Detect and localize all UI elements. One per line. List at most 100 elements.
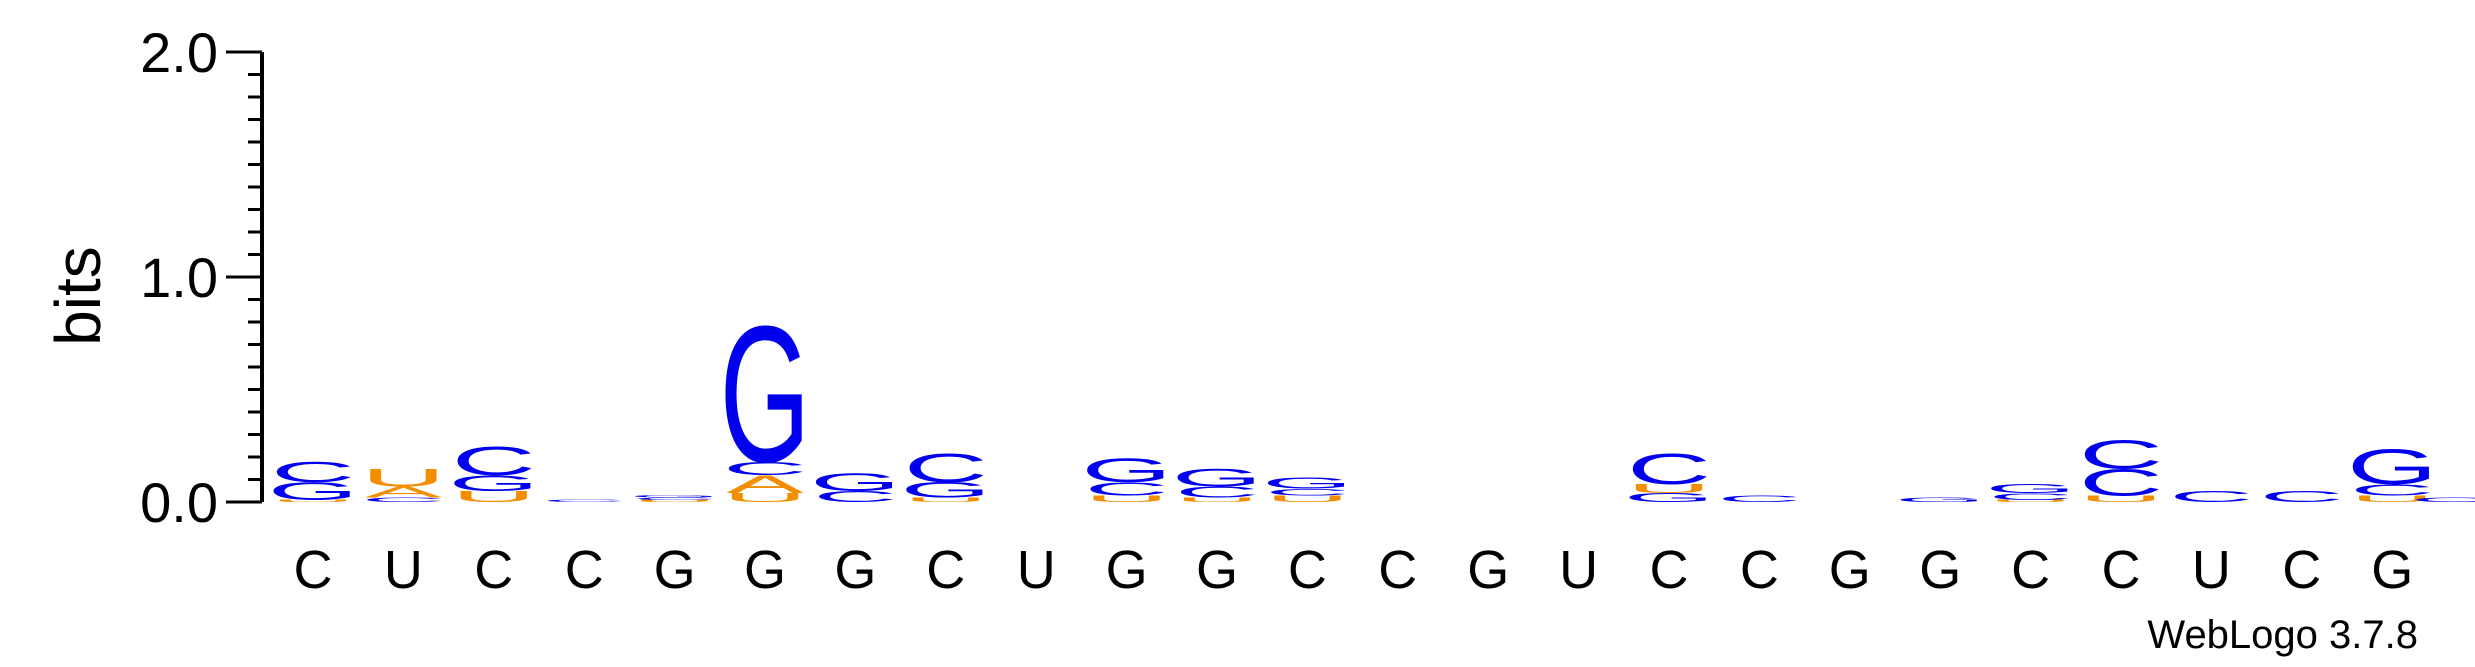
position-stack-10: UCG (1081, 451, 1172, 504)
position-stack-4: C (542, 499, 626, 502)
position-stack-17: C (1717, 493, 1801, 504)
logo-letter-G: G (1172, 464, 1263, 492)
logo-letter-U: U (1265, 493, 1349, 504)
position-stack-5: UCG (629, 495, 720, 503)
x-tick-label-9: U (1017, 540, 1056, 600)
logo-letter-C: C (723, 458, 807, 479)
logo-letter-U: U (2350, 493, 2434, 504)
logo-letter-G: G (900, 478, 991, 503)
position-stack-12: UCG (1262, 474, 1353, 504)
x-tick-label-18: G (1829, 540, 1871, 600)
logo-letter-C: C (2169, 488, 2253, 506)
overflow-stack: C (2410, 496, 2475, 503)
logo-letter-C: C (271, 456, 355, 488)
position-stack-3: UGC (448, 438, 539, 505)
logo-letter-C: C (813, 488, 897, 506)
x-tick-label-11: G (1196, 540, 1238, 600)
position-stack-11: UCG (1172, 464, 1263, 504)
y-tick-label: 2.0 (140, 21, 218, 84)
logo-letter-G: G (1895, 496, 1986, 503)
x-tick-label-12: C (1288, 540, 1327, 600)
x-tick-label-1: C (294, 540, 333, 600)
position-stack-24: UCG (2347, 439, 2438, 504)
logo-letter-C: C (1175, 483, 1259, 501)
x-tick-label-5: G (654, 540, 696, 600)
logo-letter-A: A (726, 470, 805, 498)
x-tick-label-16: C (1650, 540, 1689, 600)
logo-letter-U: U (452, 488, 536, 506)
x-tick-label-3: C (474, 540, 513, 600)
position-stack-22: C (2169, 488, 2253, 506)
weblogo-version: WebLogo 3.7.8 (2147, 613, 2418, 657)
position-stack-19: G (1895, 496, 1986, 503)
position-stack-16: GUC (1624, 444, 1715, 505)
logo-letter-C: C (2079, 431, 2163, 477)
logo-letter-C: C (1717, 493, 1801, 504)
logo-letter-U: U (1627, 482, 1711, 496)
x-tick-label-19: G (1919, 540, 1961, 600)
x-tick-label-2: U (384, 540, 423, 600)
logo-letter-U: U (723, 491, 807, 505)
logo-letter-U: U (904, 496, 988, 503)
x-tick-label-4: C (565, 540, 604, 600)
x-tick-label-15: U (1559, 540, 1598, 600)
position-stack-21: UCC (2079, 431, 2163, 504)
y-tick-label: 0.0 (140, 471, 218, 534)
logo-letter-C: C (1265, 487, 1349, 498)
x-tick-label-17: C (1740, 540, 1779, 600)
logo-letter-G: G (1985, 482, 2076, 496)
y-axis-label: bits (42, 246, 114, 346)
y-axis: 0.0 1.0 2.0 (140, 21, 264, 534)
logo-letter-C: C (2410, 496, 2475, 503)
x-tick-label-23: C (2282, 540, 2321, 600)
logo-letter-G: G (810, 468, 901, 496)
logo-letter-U: U (632, 499, 716, 502)
x-tick-label-6: G (744, 540, 786, 600)
logo-letter-C: C (542, 499, 626, 502)
logo-letter-C: C (2079, 461, 2163, 503)
x-tick-label-22: U (2192, 540, 2231, 600)
logo-letter-U: U (2079, 493, 2163, 504)
logo-letter-U: U (271, 499, 355, 502)
x-tick-label-20: C (2011, 540, 2050, 600)
x-tick-label-13: C (1378, 540, 1417, 600)
logo-letter-C: C (1084, 478, 1168, 499)
logo-letter-G: G (268, 477, 359, 505)
x-tick-label-24: G (2371, 540, 2413, 600)
position-stack-1: UGC (268, 456, 359, 505)
x-tick-label-7: G (834, 540, 876, 600)
position-stack-20: UCG (1985, 482, 2076, 503)
y-tick-label: 1.0 (140, 246, 218, 309)
logo-letter-U: U (1988, 499, 2072, 502)
x-tick-label-14: G (1467, 540, 1509, 600)
logo-letter-U: U (1084, 493, 1168, 504)
logo-letter-C: C (1988, 491, 2072, 502)
logo-letter-G: G (448, 471, 539, 496)
logo-letter-G: G (629, 495, 720, 498)
position-stack-8: UGC (900, 445, 991, 504)
logo-letter-G: G (1624, 491, 1715, 505)
logo-letter-C: C (2350, 481, 2434, 499)
logo-letter-G: G (720, 287, 811, 504)
logo-letter-C: C (452, 438, 536, 484)
logo-letter-C: C (632, 497, 716, 500)
logo-letter-G: G (2347, 439, 2438, 495)
x-tick-label-21: C (2102, 540, 2141, 600)
logo-letter-G: G (1081, 451, 1172, 490)
logo-letter-C: C (361, 496, 445, 503)
x-tick-label-10: G (1106, 540, 1148, 600)
x-tick-label-8: C (926, 540, 965, 600)
logo-letter-U: U (361, 464, 445, 492)
position-stack-2: CAU (361, 464, 445, 504)
logo-letter-G: G (1262, 474, 1353, 492)
position-stack-7: CG (810, 468, 901, 505)
logo-letter-C: C (904, 445, 988, 491)
logo-letter-A: A (364, 483, 442, 501)
logo-letter-U: U (1175, 496, 1259, 503)
position-stack-23: C (2260, 488, 2344, 506)
logo-letter-C: C (1627, 444, 1711, 493)
